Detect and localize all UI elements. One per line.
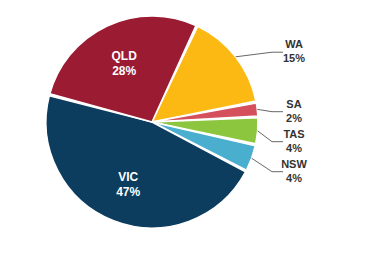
slice-label: NSW (281, 158, 307, 170)
slice-value-label: 4% (286, 142, 302, 154)
leader-line (236, 52, 283, 57)
leader-line (252, 158, 283, 171)
slice-label: TAS (283, 128, 304, 140)
slice-label: QLD (112, 49, 138, 63)
leader-line (258, 131, 283, 142)
slice-value-label: 4% (286, 172, 302, 184)
labels: VIC47% QLD28% WA 15% SA 2% TAS 4% NSW 4% (112, 38, 308, 199)
slice-value-label: 2% (286, 112, 302, 124)
leader-line (257, 109, 283, 111)
slice-value-label: 28% (112, 64, 136, 78)
slice-value-label: 47% (116, 185, 140, 199)
slice-label: VIC (118, 170, 138, 184)
slice-label: SA (286, 98, 301, 110)
slice-value-label: 15% (283, 52, 305, 64)
slice-label: WA (285, 38, 303, 50)
pie-slice (50, 16, 196, 122)
pie (46, 16, 258, 228)
chart: VIC47% QLD28% WA 15% SA 2% TAS 4% NSW 4% (0, 0, 391, 253)
